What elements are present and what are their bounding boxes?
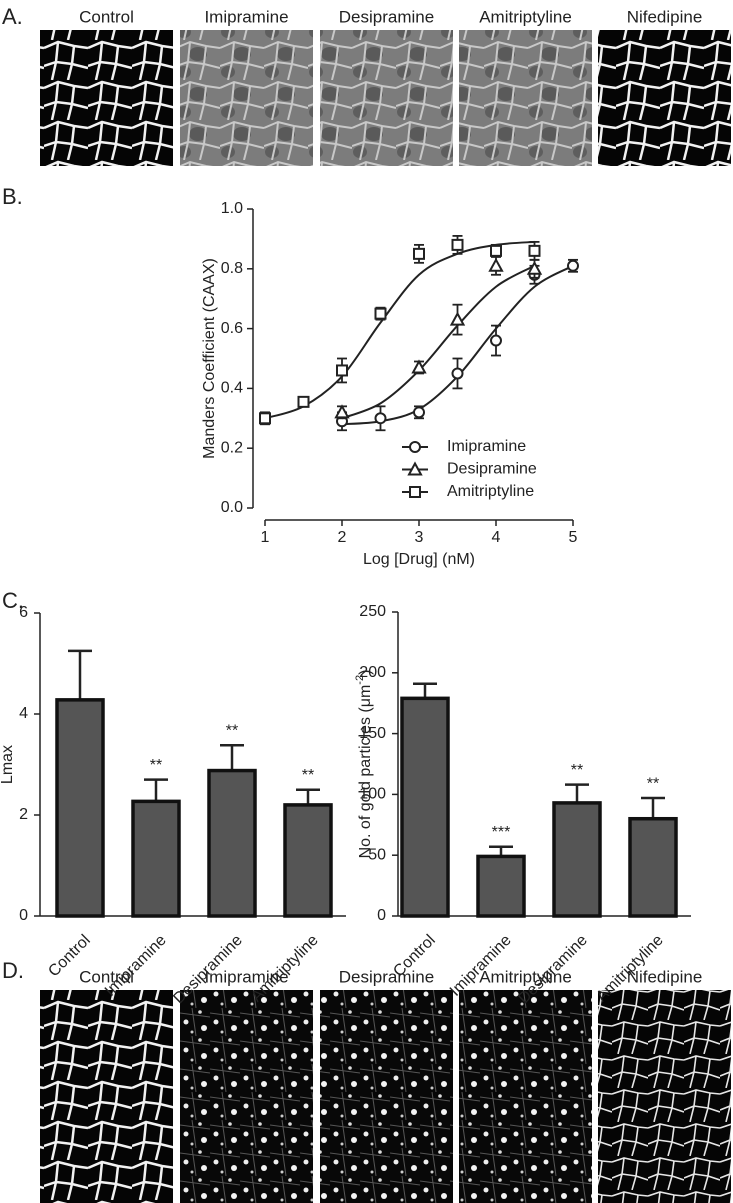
micrograph xyxy=(598,30,731,166)
significance: ** xyxy=(302,767,314,784)
panel-label: D. xyxy=(2,958,24,983)
y-axis-label-end: ) xyxy=(357,670,374,675)
micrograph xyxy=(180,990,313,1203)
x-tick-label: 1 xyxy=(261,529,270,546)
micrograph xyxy=(180,30,313,166)
marker xyxy=(526,260,543,275)
y-tick-label: 200 xyxy=(359,664,386,681)
y-tick-label: 0.8 xyxy=(221,260,243,277)
fit-curve xyxy=(341,264,535,420)
bar xyxy=(131,799,181,918)
micrograph xyxy=(459,30,592,166)
micrograph xyxy=(320,990,453,1203)
x-tick-label: 2 xyxy=(338,529,347,546)
image-label: Nifedipine xyxy=(627,967,703,986)
micrograph xyxy=(459,990,592,1203)
y-tick-label: 0.6 xyxy=(221,320,243,337)
y-tick-label: 0 xyxy=(377,907,386,924)
legend-label: Desipramine xyxy=(447,461,537,478)
image-label: Desipramine xyxy=(339,7,434,26)
micrograph xyxy=(40,30,173,166)
image-label: Nifedipine xyxy=(627,7,703,26)
image-label: Desipramine xyxy=(339,967,434,986)
y-tick-label: 0.0 xyxy=(221,499,243,516)
y-tick-label: 250 xyxy=(359,603,386,620)
x-tick-label: Imipramine xyxy=(102,932,170,1000)
micrograph xyxy=(40,990,173,1203)
marker xyxy=(259,412,271,425)
marker xyxy=(411,359,427,374)
y-tick-label: 1.0 xyxy=(221,200,243,217)
y-axis-label: Manders Coefficient (CAAX) xyxy=(201,258,218,459)
fit-curve xyxy=(341,264,574,426)
panel-label: A. xyxy=(2,4,23,29)
panel-label: B. xyxy=(2,184,23,209)
bar xyxy=(552,801,602,918)
marker xyxy=(490,244,502,257)
significance: ** xyxy=(150,757,162,774)
legend-marker xyxy=(409,441,421,453)
significance: ** xyxy=(226,723,238,740)
bar xyxy=(55,698,105,918)
marker xyxy=(334,404,350,419)
legend-marker xyxy=(407,461,423,476)
marker xyxy=(413,406,425,419)
marker xyxy=(488,257,504,272)
y-tick-label: 4 xyxy=(19,705,28,722)
x-tick-label: 4 xyxy=(492,529,501,546)
y-tick-label: 150 xyxy=(359,725,386,742)
y-tick-label: 0 xyxy=(19,907,28,924)
marker xyxy=(528,244,541,257)
x-tick-label: 5 xyxy=(569,529,578,546)
y-tick-label: 50 xyxy=(368,846,386,863)
marker xyxy=(567,259,579,272)
bar xyxy=(207,768,257,918)
y-axis-label-text: No. of gold particles (μm xyxy=(357,685,374,859)
y-axis-label: No. of gold particles (μm-2) xyxy=(354,670,374,859)
y-axis-label-sup: -2 xyxy=(354,675,366,685)
y-tick-label: 100 xyxy=(359,786,386,803)
x-tick-label: Imipramine xyxy=(447,932,515,1000)
legend-label: Amitriptyline xyxy=(447,483,534,500)
x-tick-label: 3 xyxy=(415,529,424,546)
legend-label: Imipramine xyxy=(447,438,526,455)
marker xyxy=(449,311,466,326)
image-label: Amitriptyline xyxy=(479,7,572,26)
legend-marker xyxy=(409,486,421,498)
bar xyxy=(400,696,450,918)
marker xyxy=(451,238,464,251)
y-tick-label: 0.2 xyxy=(221,439,243,456)
marker xyxy=(374,307,387,320)
significance: *** xyxy=(492,824,511,841)
image-label: Control xyxy=(79,967,134,986)
bar xyxy=(476,854,526,918)
y-tick-label: 2 xyxy=(19,806,28,823)
x-axis-label: Log [Drug] (nM) xyxy=(363,551,475,568)
bar xyxy=(283,803,333,918)
marker xyxy=(336,364,348,377)
marker xyxy=(297,395,310,408)
micrograph xyxy=(598,990,731,1203)
marker xyxy=(451,367,464,380)
significance: ** xyxy=(571,762,583,779)
significance: ** xyxy=(647,775,659,792)
bar xyxy=(628,816,678,918)
image-label: Amitriptyline xyxy=(479,967,572,986)
marker xyxy=(413,247,425,260)
panel-label: C. xyxy=(2,588,24,613)
marker xyxy=(374,412,387,425)
y-axis-label-text: Lmax xyxy=(0,745,16,784)
image-label: Imipramine xyxy=(204,967,288,986)
marker xyxy=(490,334,502,347)
image-label: Control xyxy=(79,7,134,26)
y-tick-label: 6 xyxy=(19,604,28,621)
y-axis-label: Lmax xyxy=(0,745,16,784)
image-label: Imipramine xyxy=(204,7,288,26)
y-tick-label: 0.4 xyxy=(221,380,243,397)
micrograph xyxy=(320,30,453,166)
